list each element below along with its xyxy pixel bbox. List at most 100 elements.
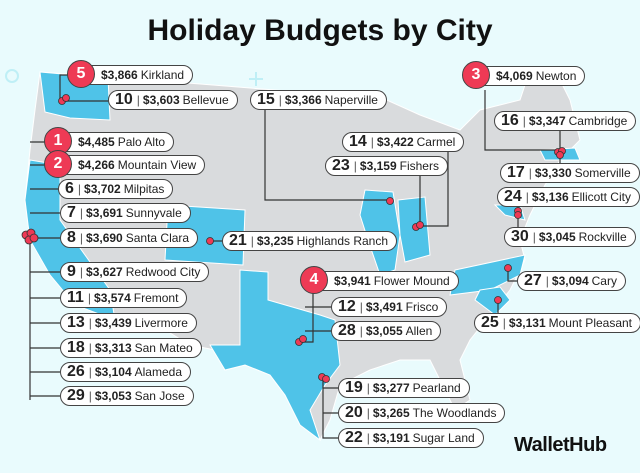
city-name: Sunnyvale [125, 206, 182, 220]
budget-amount: $3,866 [101, 68, 138, 82]
city-label: 20 | $3,265 The Woodlands [338, 403, 506, 423]
decor-plus [249, 72, 263, 86]
separator: | [528, 166, 532, 180]
city-label: 16 | $3,347 Cambridge [494, 111, 637, 131]
city-name: Kirkland [140, 68, 185, 82]
budget-amount: $3,235 [256, 234, 294, 248]
budget-amount: $3,313 [94, 341, 132, 355]
budget-amount: $3,603 [142, 93, 180, 107]
separator: | [545, 274, 549, 288]
city-name: Highlands Ranch [296, 234, 389, 248]
city-label: 7 | $3,691 Sunnyvale [60, 203, 191, 223]
separator: | [136, 93, 140, 107]
city-name: Ellicott City [571, 190, 631, 204]
city-label: 26 | $3,104 Alameda [60, 362, 191, 382]
rank-badge: 11 [67, 289, 84, 306]
separator: | [250, 234, 254, 248]
city-label: 9 | $3,627 Redwood City [60, 262, 210, 282]
city-name: Milpitas [123, 182, 165, 196]
separator: | [278, 93, 282, 107]
city-name: Fishers [399, 159, 439, 173]
separator: | [353, 159, 357, 173]
city-name: Mountain View [117, 158, 197, 172]
city-label: 29 | $3,053 San Jose [60, 386, 194, 406]
city-label: 8 | $3,690 Santa Clara [60, 228, 199, 248]
city-name: Bellevue [182, 93, 229, 107]
city-label: 13 | $3,439 Livermore [60, 313, 197, 333]
city-name: Palo Alto [117, 135, 166, 149]
city-label: 30 | $3,045 Rockville [504, 227, 636, 247]
rank-badge: 19 [345, 379, 363, 396]
rank-badge: 28 [338, 322, 356, 339]
rank-badge: 18 [67, 339, 85, 356]
rank-badge: 2 [44, 150, 72, 178]
separator: | [79, 231, 84, 245]
separator: | [359, 300, 363, 314]
city-label: 25 | $3,131 Mount Pleasant [474, 313, 640, 333]
budget-amount: $4,069 [496, 69, 533, 83]
separator: | [359, 324, 363, 338]
city-name: Livermore [134, 316, 188, 330]
budget-amount: $3,491 [365, 300, 403, 314]
budget-amount: $4,485 [78, 135, 115, 149]
budget-amount: $3,045 [538, 230, 576, 244]
city-label: 10 | $3,603 Bellevue [108, 90, 238, 110]
city-name: Alameda [134, 365, 182, 379]
rank-badge: 26 [67, 363, 85, 380]
budget-amount: $3,265 [372, 406, 410, 420]
wallethub-logo: WalletHub [514, 434, 607, 456]
city-name: Rockville [578, 230, 627, 244]
city-label: 24 | $3,136 Ellicott City [497, 187, 640, 207]
separator: | [522, 114, 526, 128]
rank-badge: 3 [462, 61, 490, 89]
rank-badge: 27 [524, 272, 542, 289]
city-label: 28 | $3,055 Allen [331, 321, 442, 341]
separator: | [88, 316, 92, 330]
rank-badge: 10 [115, 91, 133, 108]
budget-amount: $3,131 [508, 316, 546, 330]
rank-badge: 20 [345, 404, 363, 421]
separator: | [366, 406, 370, 420]
budget-amount: $3,574 [94, 291, 131, 305]
separator: | [366, 381, 370, 395]
separator: | [88, 389, 92, 403]
separator: | [88, 365, 92, 379]
budget-amount: $3,104 [94, 365, 132, 379]
state-south-carolina [474, 286, 511, 316]
rank-badge: 14 [349, 133, 367, 150]
budget-amount: $3,347 [528, 114, 566, 128]
budget-amount: $3,702 [84, 182, 121, 196]
city-name: Newton [535, 69, 577, 83]
rank-badge: 13 [67, 314, 85, 331]
rank-badge: 29 [67, 387, 85, 404]
city-name: Allen [405, 324, 433, 338]
budget-amount: $3,277 [372, 381, 410, 395]
city-name: San Mateo [134, 341, 193, 355]
city-label: 11 | $3,574 Fremont [60, 288, 188, 308]
city-name: San Jose [134, 389, 185, 403]
separator: | [366, 431, 370, 445]
rank-badge: 25 [481, 314, 499, 331]
city-name: Mount Pleasant [548, 316, 633, 330]
rank-badge: 17 [507, 164, 525, 181]
budget-amount: $3,422 [376, 135, 414, 149]
city-name: Flower Mound [373, 274, 450, 288]
rank-badge: 15 [257, 91, 275, 108]
city-label: 18 | $3,313 San Mateo [60, 338, 202, 358]
rank-badge: 4 [300, 266, 328, 294]
city-label: 19 | $3,277 Pearland [338, 378, 470, 398]
city-label: 22 | $3,191 Sugar Land [338, 428, 484, 448]
rank-badge: 7 [67, 204, 76, 221]
rank-badge: 16 [501, 112, 519, 129]
budget-amount: $3,366 [284, 93, 322, 107]
budget-amount: $3,691 [86, 206, 123, 220]
rank-badge: 5 [67, 60, 95, 88]
city-name: Redwood City [125, 265, 201, 279]
city-name: Carmel [416, 135, 456, 149]
budget-amount: $3,053 [94, 389, 132, 403]
city-name: Cambridge [568, 114, 628, 128]
